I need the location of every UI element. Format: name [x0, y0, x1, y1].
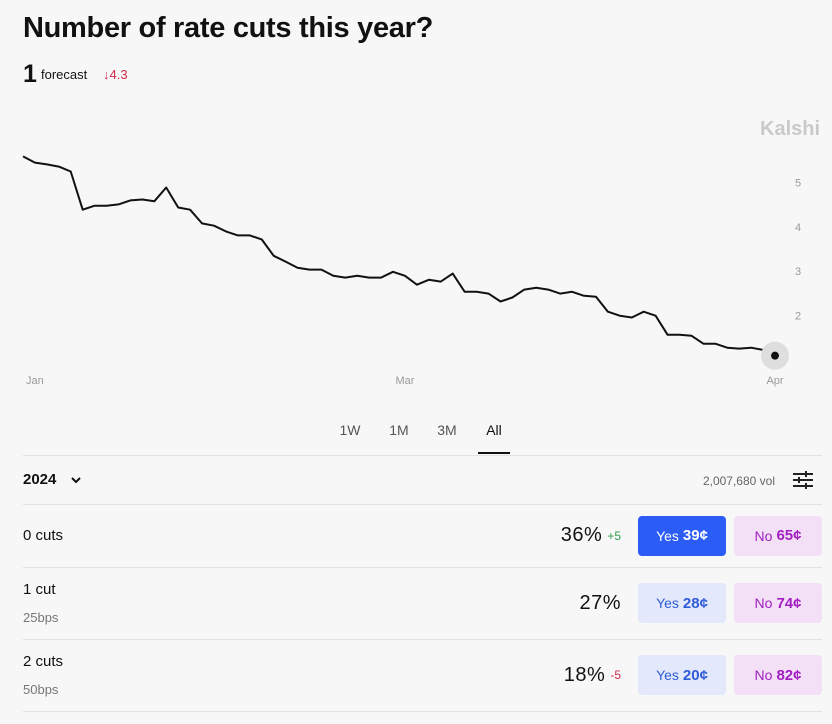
price-line — [22, 155, 776, 357]
outcome-percent: 27% — [579, 591, 621, 614]
range-tabs: 1W 1M 3M All — [0, 418, 832, 456]
range-tab[interactable]: 1W — [339, 422, 361, 438]
outcome-detail: 25bps — [23, 610, 59, 625]
filter-icon[interactable] — [793, 471, 813, 489]
outcome-percent: 18% — [563, 663, 606, 686]
outcome-actions: 27% Yes 28¢ No 74¢ — [579, 583, 822, 623]
divider — [23, 455, 822, 456]
watermark: Kalshi — [760, 118, 821, 140]
no-price: 74¢ — [776, 594, 802, 612]
no-price: 82¢ — [776, 666, 802, 684]
forecast-label: forecast — [41, 67, 88, 82]
yes-label: Yes — [656, 667, 679, 683]
divider — [23, 711, 822, 712]
x-tick-label: Apr — [766, 375, 783, 387]
range-tab[interactable]: 3M — [437, 422, 457, 438]
last-point — [771, 351, 779, 360]
yes-button[interactable]: Yes 39¢ — [638, 515, 726, 556]
yes-button[interactable]: Yes 20¢ — [638, 655, 726, 695]
divider — [23, 504, 822, 505]
yes-label: Yes — [656, 595, 679, 611]
y-tick-label: 2 — [795, 311, 801, 323]
outcome-row: 1 cut 25bps 27% Yes 28¢ No 74¢ — [23, 567, 822, 639]
outcome-delta: -5 — [610, 668, 621, 682]
yes-price: 28¢ — [682, 594, 708, 612]
range-tab[interactable]: 1M — [389, 422, 409, 438]
outcome-percent: 36% — [560, 524, 603, 546]
x-tick-label: Jan — [26, 375, 44, 387]
outcome-name: 2 cuts — [23, 653, 64, 670]
forecast-value: 1 — [23, 60, 37, 88]
no-price: 65¢ — [776, 527, 802, 544]
yes-label: Yes — [656, 527, 679, 544]
no-button[interactable]: No 74¢ — [734, 583, 822, 623]
outcome-actions: 18% -5 Yes 20¢ No 82¢ — [564, 655, 822, 695]
outcome-name: 1 cut — [23, 581, 56, 598]
outcome-detail: 50bps — [23, 682, 59, 697]
outcome-row: 0 cuts 36% +5 Yes 39¢ No 65¢ — [23, 504, 822, 567]
outcome-name: 0 cuts — [23, 526, 64, 544]
y-tick-label: 4 — [795, 222, 801, 234]
divider — [23, 567, 822, 568]
outcome-delta: +5 — [607, 528, 621, 543]
yes-button[interactable]: Yes 28¢ — [638, 583, 726, 623]
no-label: No — [754, 595, 773, 611]
volume: 2,007,680 vol — [702, 474, 775, 488]
no-label: No — [754, 527, 773, 544]
yes-price: 39¢ — [682, 527, 708, 544]
question-title: Number of rate cuts this year? — [23, 12, 433, 44]
outcome-actions: 36% +5 Yes 39¢ No 65¢ — [560, 515, 822, 556]
forecast-change: ↓4.3 — [103, 67, 128, 82]
range-tab[interactable]: All — [486, 422, 502, 438]
no-button[interactable]: No 82¢ — [734, 655, 822, 695]
chart: 2 3 4 5 Jan Mar Apr — [22, 155, 801, 387]
year-selector[interactable]: 2024 — [23, 471, 57, 488]
no-button[interactable]: No 65¢ — [734, 515, 822, 556]
chevron-icon[interactable] — [70, 474, 82, 486]
divider — [23, 639, 822, 640]
x-tick-label: Mar — [395, 375, 414, 387]
no-label: No — [754, 667, 773, 683]
tab-underline — [478, 452, 510, 454]
y-tick-label: 5 — [795, 177, 801, 189]
y-tick-label: 3 — [795, 266, 801, 278]
outcome-row: 2 cuts 50bps 18% -5 Yes 20¢ No 82¢ — [23, 639, 822, 711]
yes-price: 20¢ — [682, 666, 708, 684]
